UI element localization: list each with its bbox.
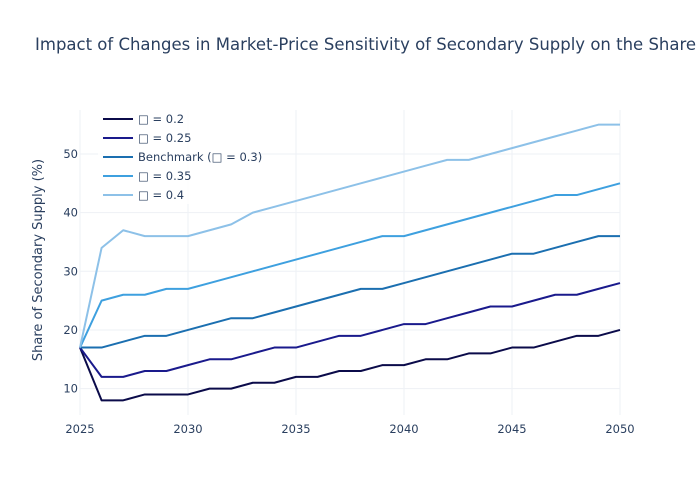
series-line-4[interactable] [79,182,621,348]
legend-label: □ = 0.4 [138,188,184,202]
x-tick-label: 2050 [605,422,634,436]
y-axis-title: Share of Secondary Supply (%) [31,159,46,361]
series-lines [79,123,621,402]
legend-item[interactable]: □ = 0.2 [103,112,184,126]
x-tick-label: 2040 [389,422,418,436]
x-tick-label: 2030 [173,422,202,436]
series-line-2[interactable] [79,282,621,378]
legend[interactable]: □ = 0.2 □ = 0.25 Benchmark (□ = 0.3) □ = 0.… [98,108,262,204]
legend-label: □ = 0.25 [138,131,191,145]
legend-label: □ = 0.35 [138,169,191,183]
y-tick-label: 40 [63,206,78,220]
y-tick-label: 30 [63,264,78,278]
legend-item[interactable]: □ = 0.35 [103,169,191,183]
legend-label: □ = 0.2 [138,112,184,126]
legend-item[interactable]: Benchmark (□ = 0.3) [103,150,262,164]
x-tick-label: 2045 [497,422,526,436]
legend-label: Benchmark (□ = 0.3) [138,150,262,164]
legend-item[interactable]: □ = 0.4 [103,188,184,202]
series-line-5[interactable] [79,123,620,348]
chart-title: Impact of Changes in Market-Price Sensit… [35,35,700,54]
y-tick-label: 50 [63,147,78,161]
series-line-3[interactable] [80,235,620,349]
x-tick-label: 2035 [281,422,310,436]
series-line-1[interactable] [79,328,621,402]
y-tick-label: 10 [63,382,78,396]
x-tick-label: 2025 [65,422,94,436]
y-tick-label: 20 [63,323,78,337]
legend-item[interactable]: □ = 0.25 [103,131,191,145]
